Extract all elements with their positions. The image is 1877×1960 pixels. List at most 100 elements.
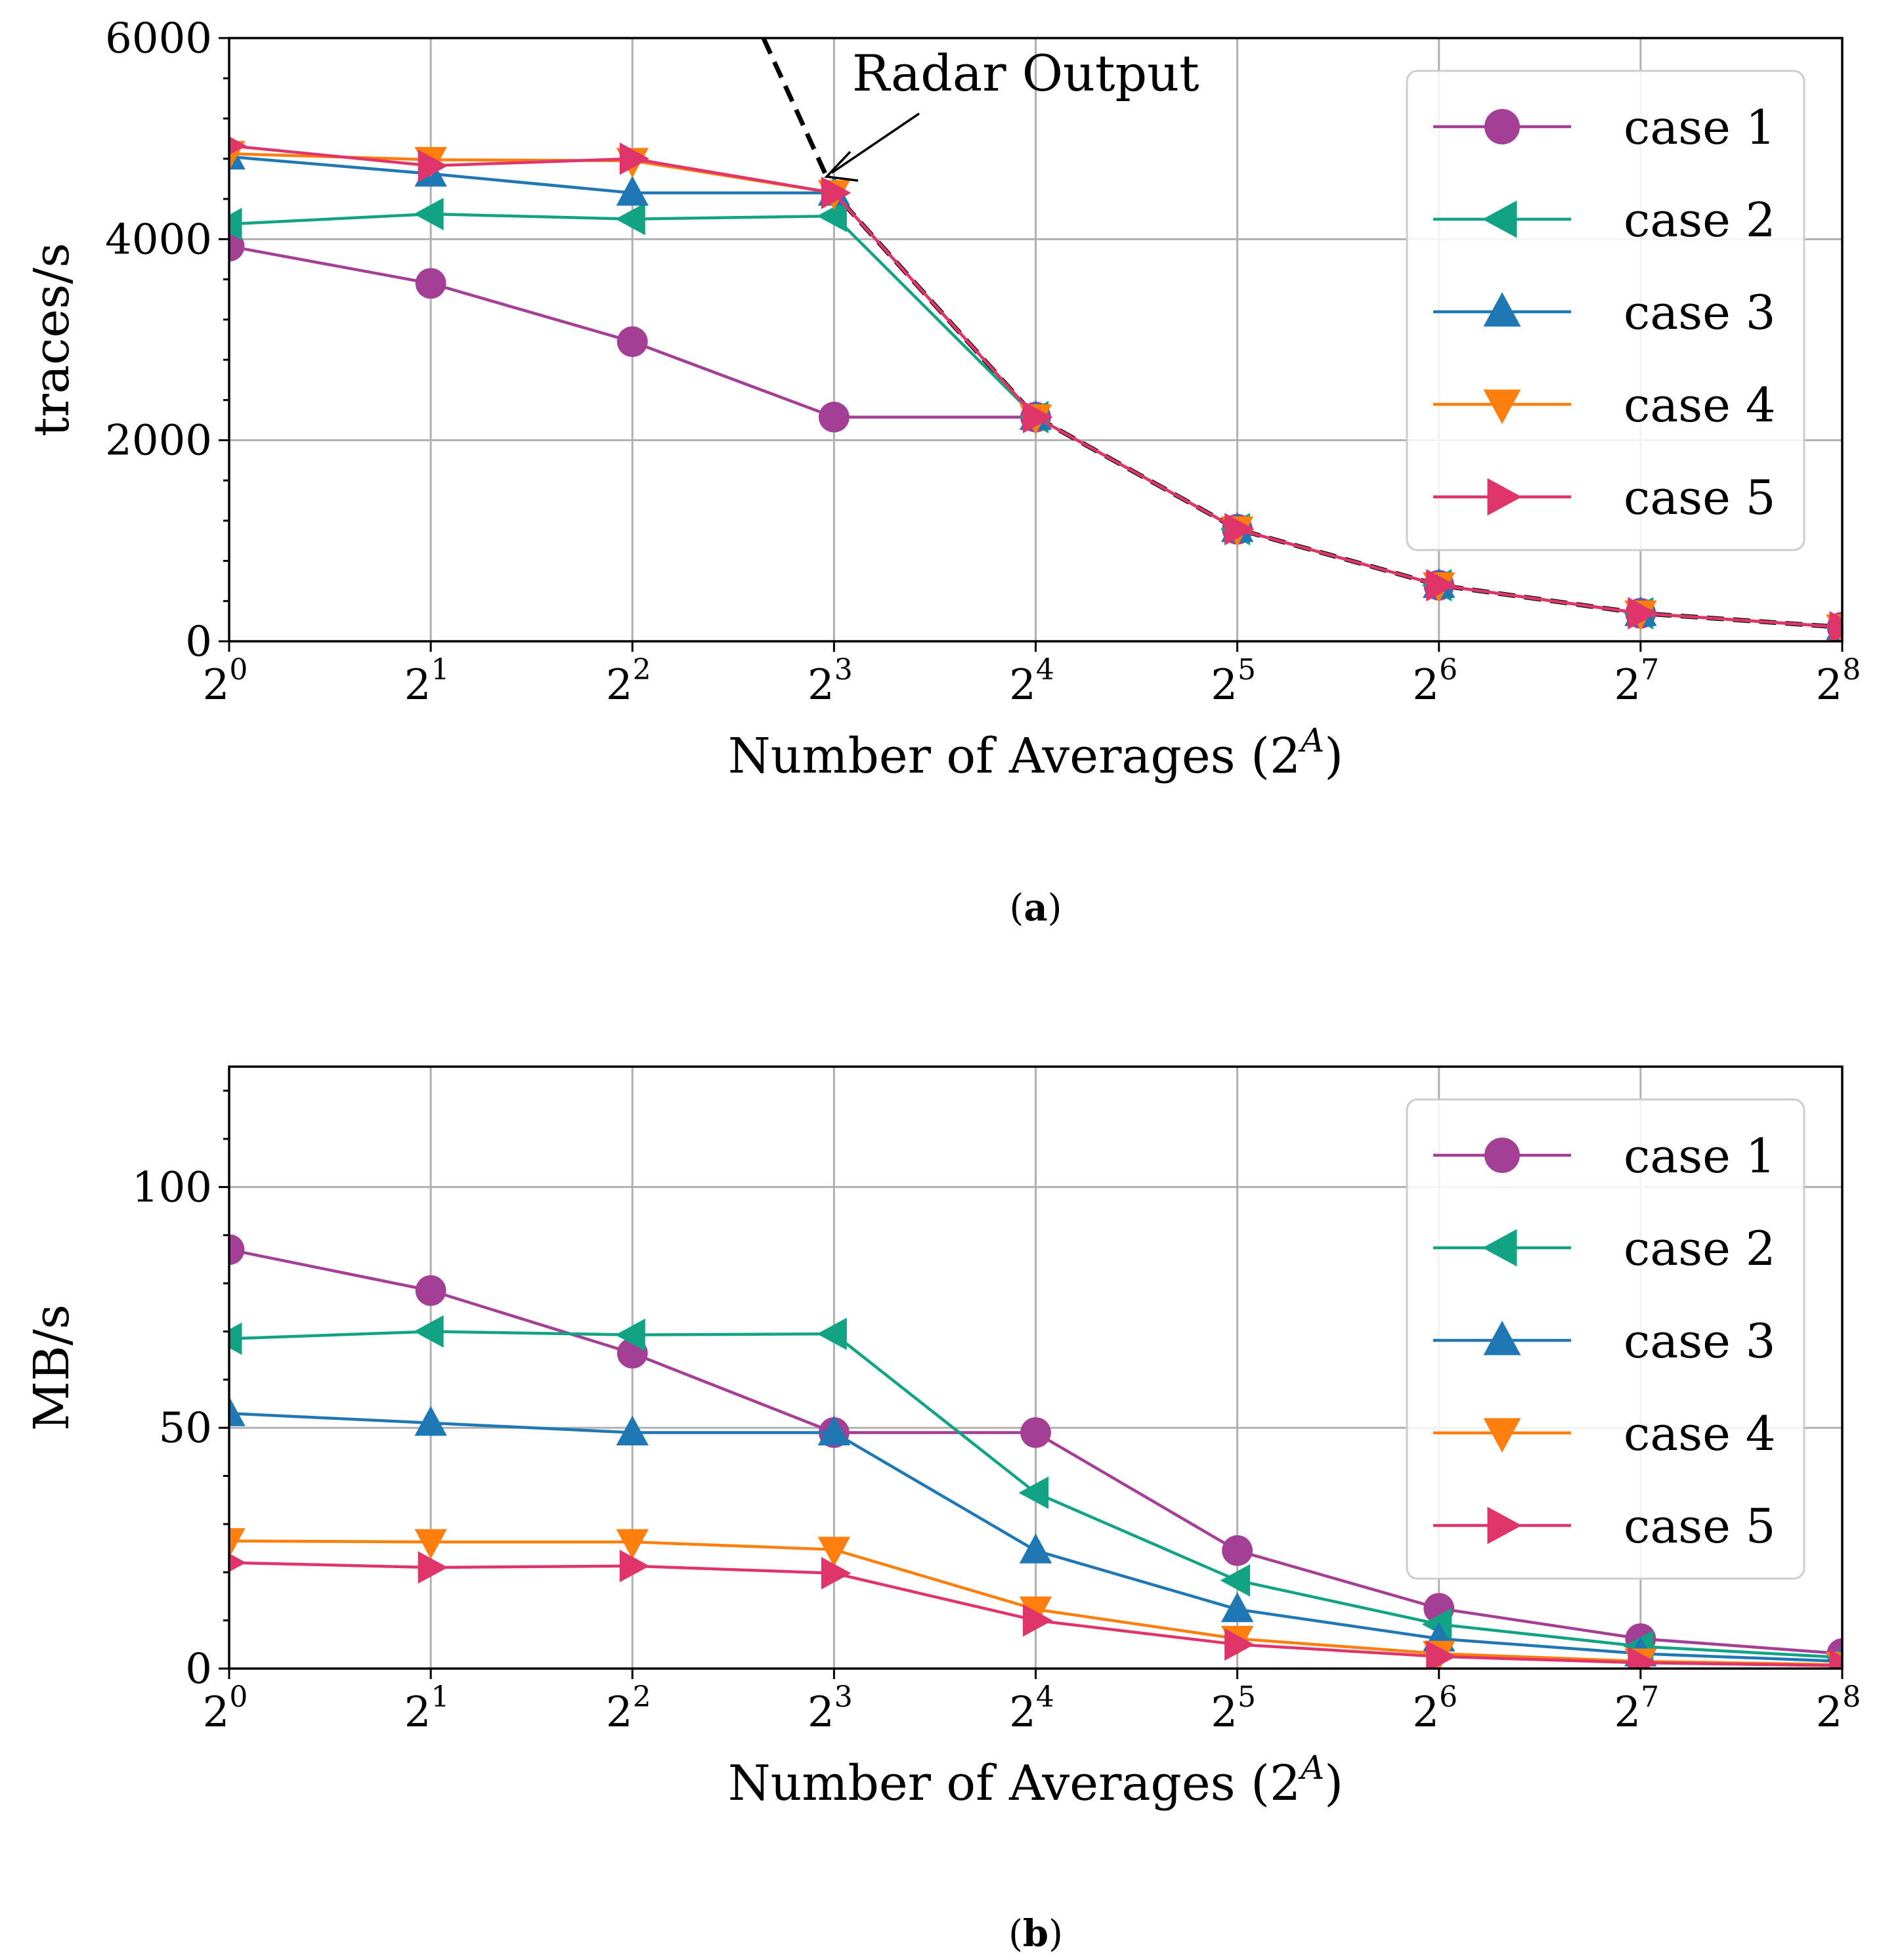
legend-item: case 2 bbox=[1433, 192, 1776, 247]
legend-marker bbox=[1483, 1418, 1521, 1453]
data-point bbox=[1019, 1533, 1052, 1564]
x-tick-label: 21 bbox=[404, 653, 450, 710]
annotation-arrow bbox=[831, 112, 920, 174]
legend-item: case 5 bbox=[1433, 470, 1776, 525]
legend: case 1 case 2 case 3 case 4 case 5 bbox=[1406, 70, 1805, 551]
legend-label: case 3 bbox=[1624, 1313, 1776, 1369]
y-tick-label: 50 bbox=[159, 1404, 212, 1453]
y-tick-label: 2000 bbox=[105, 417, 212, 465]
data-point bbox=[229, 1396, 246, 1426]
data-point bbox=[616, 326, 648, 357]
x-tick-label: 20 bbox=[203, 1680, 248, 1737]
legend: case 1 case 2 case 3 case 4 case 5 bbox=[1406, 1098, 1805, 1580]
data-point bbox=[1628, 597, 1658, 629]
legend-marker bbox=[1482, 200, 1517, 238]
y-tick-label: 6000 bbox=[105, 14, 212, 63]
y-axis-label: MB/s bbox=[24, 1304, 80, 1431]
data-point bbox=[616, 175, 649, 206]
legend-label: case 2 bbox=[1624, 1221, 1776, 1276]
data-point bbox=[1224, 513, 1255, 545]
x-tick-label: 24 bbox=[1009, 653, 1054, 710]
legend-marker bbox=[1484, 1138, 1520, 1173]
data-point bbox=[821, 177, 852, 209]
data-point bbox=[1220, 1592, 1254, 1623]
data-point bbox=[821, 1557, 852, 1590]
data-point bbox=[1829, 610, 1842, 641]
legend-label: case 5 bbox=[1624, 470, 1776, 525]
data-point bbox=[229, 1322, 242, 1355]
data-point bbox=[1023, 1604, 1053, 1637]
data-point bbox=[229, 1553, 246, 1572]
data-point bbox=[1023, 400, 1053, 434]
legend-label: case 4 bbox=[1624, 377, 1776, 433]
plot-frame bbox=[228, 1065, 1844, 1670]
legend-item: case 4 bbox=[1433, 1406, 1776, 1461]
data-point bbox=[616, 1415, 649, 1446]
y-tick-label: 100 bbox=[132, 1163, 212, 1212]
legend-marker bbox=[1483, 292, 1521, 327]
x-tick-label: 24 bbox=[1009, 1680, 1054, 1737]
legend-item: case 5 bbox=[1433, 1499, 1776, 1554]
x-axis-label: Number of Averages (2A) bbox=[728, 721, 1343, 784]
x-tick-label: 27 bbox=[1614, 1680, 1660, 1737]
data-point bbox=[1628, 1646, 1658, 1669]
legend-label: case 1 bbox=[1624, 1128, 1776, 1183]
data-point bbox=[414, 1315, 444, 1348]
chart-panel-a: 20 21 22 23 24 25 26 27 28 0 2000 4000 6000 Number of… bbox=[24, 14, 1861, 929]
legend-item: case 1 bbox=[1433, 100, 1776, 155]
legend-label: case 4 bbox=[1624, 1406, 1776, 1461]
data-point bbox=[418, 1551, 448, 1584]
x-tick-label: 23 bbox=[808, 1680, 853, 1737]
data-point bbox=[817, 1415, 851, 1446]
legend-item: case 4 bbox=[1433, 377, 1776, 433]
legend-label: case 2 bbox=[1624, 192, 1776, 247]
legend-marker bbox=[1483, 1321, 1521, 1355]
series-case-5 bbox=[229, 1550, 1842, 1669]
legend-box bbox=[1406, 70, 1805, 551]
legend-item: case 2 bbox=[1433, 1221, 1776, 1276]
data-point bbox=[619, 142, 650, 175]
data-point bbox=[817, 200, 847, 232]
panel-caption: (b) bbox=[1008, 1912, 1063, 1955]
plot-area bbox=[229, 38, 1842, 641]
annotation-text: Radar Output bbox=[852, 44, 1199, 102]
data-point bbox=[817, 1317, 847, 1350]
x-tick-label: 28 bbox=[1816, 653, 1861, 710]
data-point bbox=[817, 1537, 851, 1567]
data-point bbox=[1220, 1564, 1251, 1597]
data-point bbox=[1222, 1535, 1253, 1566]
data-point bbox=[1829, 1649, 1842, 1669]
legend-marker bbox=[1487, 1506, 1522, 1545]
legend-label: case 1 bbox=[1624, 100, 1776, 155]
x-tick-label: 26 bbox=[1412, 653, 1457, 710]
y-tick-label: 0 bbox=[185, 1645, 212, 1694]
data-point bbox=[1224, 1628, 1255, 1661]
legend-marker bbox=[1482, 1229, 1517, 1267]
data-point bbox=[615, 1318, 645, 1352]
data-point bbox=[615, 203, 645, 236]
data-point bbox=[229, 1528, 246, 1558]
legend-box bbox=[1406, 1098, 1805, 1580]
x-axis-label: Number of Averages (2A) bbox=[728, 1749, 1343, 1812]
x-tick-label: 23 bbox=[808, 653, 853, 710]
legend-item: case 3 bbox=[1433, 1313, 1776, 1369]
axis-ticks bbox=[219, 1090, 1844, 1679]
legend-marker bbox=[1484, 109, 1520, 144]
x-tick-label: 20 bbox=[203, 653, 248, 710]
data-point bbox=[415, 268, 446, 299]
legend-label: case 5 bbox=[1624, 1499, 1776, 1554]
x-tick-label: 27 bbox=[1614, 653, 1660, 710]
x-tick-label: 21 bbox=[404, 1680, 450, 1737]
y-axis-label: traces/s bbox=[24, 243, 80, 437]
data-point bbox=[229, 136, 246, 156]
data-point bbox=[415, 1275, 446, 1306]
plot-frame bbox=[228, 37, 1844, 643]
data-point bbox=[1020, 1417, 1051, 1448]
plot-area bbox=[229, 1234, 1842, 1669]
data-point bbox=[414, 1405, 447, 1436]
x-tick-label: 22 bbox=[606, 653, 651, 710]
data-point bbox=[1018, 1476, 1048, 1509]
data-point bbox=[619, 1550, 650, 1583]
data-point bbox=[414, 1529, 447, 1560]
x-tick-label: 28 bbox=[1816, 1680, 1861, 1737]
